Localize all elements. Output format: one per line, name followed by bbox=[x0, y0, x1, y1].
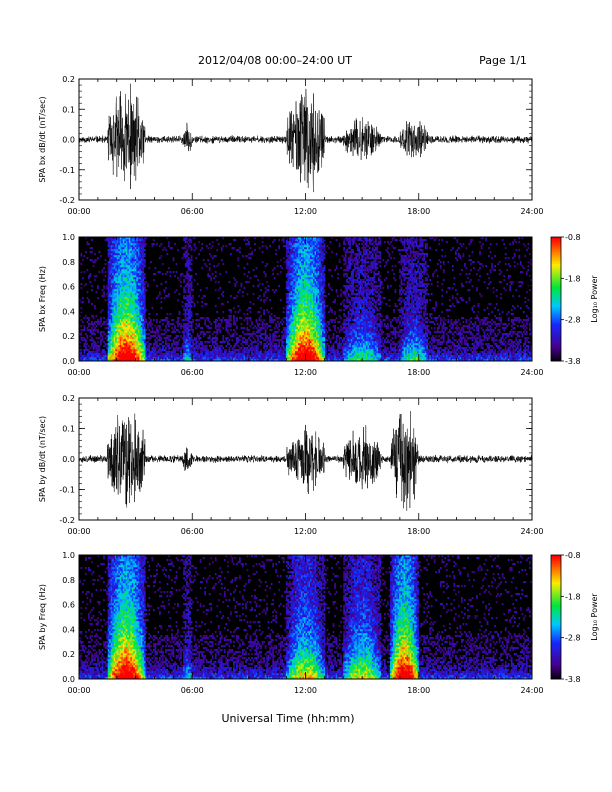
x-tick-label: 24:00 bbox=[520, 368, 543, 377]
y-tick-label: 0.8 bbox=[62, 576, 75, 585]
colorbar-tick-label: -1.8 bbox=[565, 274, 581, 283]
y-tick-label: 0.8 bbox=[62, 258, 75, 267]
y-axis-label: SPA by Freq (Hz) bbox=[38, 584, 47, 650]
by-spec-colorbar: -0.8 -1.8 -2.8 -3.8 Log₁₀ Power bbox=[551, 551, 599, 684]
colorbar-tick-label: -3.8 bbox=[565, 357, 581, 366]
colorbar-tick-label: -2.8 bbox=[565, 634, 581, 643]
bx-wave-trace bbox=[79, 84, 532, 192]
y-axis-label: SPA bx Freq (Hz) bbox=[38, 266, 47, 332]
y-tick-label: 0.1 bbox=[62, 105, 75, 114]
bx-spec-panel: 1.0 0.8 0.6 0.4 0.2 0.0 SPA bx Freq (Hz) 00:00 0… bbox=[38, 233, 599, 377]
y-tick-label: -0.1 bbox=[59, 486, 75, 495]
x-tick-label: 12:00 bbox=[294, 686, 317, 695]
y-tick-label: 0.0 bbox=[62, 675, 75, 684]
bx-spec-colorbar: -0.8 -1.8 -2.8 -3.8 Log₁₀ Power bbox=[551, 233, 599, 366]
colorbar-label: Log₁₀ Power bbox=[590, 275, 599, 323]
x-tick-label: 12:00 bbox=[294, 207, 317, 216]
y-axis-label: SPA bx dB/dt (nT/sec) bbox=[38, 96, 47, 182]
y-tick-label: -0.2 bbox=[59, 516, 75, 525]
y-tick-label: 0.4 bbox=[62, 307, 75, 316]
colorbar-tick-label: -1.8 bbox=[565, 592, 581, 601]
y-tick-label: -0.1 bbox=[59, 166, 75, 175]
x-tick-label: 06:00 bbox=[181, 686, 204, 695]
y-tick-label: 0.6 bbox=[62, 283, 75, 292]
x-tick-label: 00:00 bbox=[67, 527, 90, 536]
x-tick-label: 24:00 bbox=[520, 527, 543, 536]
x-tick-label: 18:00 bbox=[407, 686, 430, 695]
y-tick-label: 0.6 bbox=[62, 601, 75, 610]
x-tick-label: 06:00 bbox=[181, 207, 204, 216]
colorbar-tick-label: -2.8 bbox=[565, 316, 581, 325]
y-tick-label: 0.1 bbox=[62, 425, 75, 434]
colorbar-tick-label: -0.8 bbox=[565, 551, 581, 560]
y-tick-label: 1.0 bbox=[62, 233, 75, 242]
by-spec-panel: 1.0 0.8 0.6 0.4 0.2 0.0 SPA by Freq (Hz) 00:00 0… bbox=[38, 551, 599, 695]
y-tick-label: 0.0 bbox=[62, 357, 75, 366]
x-tick-label: 06:00 bbox=[181, 368, 204, 377]
colorbar-tick-label: -0.8 bbox=[565, 233, 581, 242]
x-tick-label: 00:00 bbox=[67, 207, 90, 216]
y-tick-label: 0.2 bbox=[62, 394, 75, 403]
x-tick-label: 18:00 bbox=[407, 207, 430, 216]
x-tick-label: 00:00 bbox=[67, 686, 90, 695]
x-tick-label: 12:00 bbox=[294, 527, 317, 536]
colorbar-tick-label: -3.8 bbox=[565, 675, 581, 684]
by-wave-trace bbox=[79, 411, 532, 511]
x-tick-label: 24:00 bbox=[520, 686, 543, 695]
bx-wave-panel: 0.2 0.1 0.0 -0.1 -0.2 SPA bx dB/dt (nT/sec) 00… bbox=[38, 75, 544, 216]
figure-title: 2012/04/08 00:00–24:00 UT bbox=[198, 54, 352, 67]
colorbar-label: Log₁₀ Power bbox=[590, 593, 599, 641]
x-tick-label: 24:00 bbox=[520, 207, 543, 216]
x-tick-label: 18:00 bbox=[407, 527, 430, 536]
y-tick-label: -0.2 bbox=[59, 196, 75, 205]
by-wave-panel: 0.2 0.1 0.0 -0.1 -0.2 SPA by dB/dt (nT/sec) 00… bbox=[38, 394, 544, 536]
x-tick-label: 18:00 bbox=[407, 368, 430, 377]
y-tick-label: 0.0 bbox=[62, 136, 75, 145]
x-axis-label: Universal Time (hh:mm) bbox=[222, 712, 355, 725]
y-axis-label: SPA by dB/dt (nT/sec) bbox=[38, 416, 47, 502]
x-tick-label: 12:00 bbox=[294, 368, 317, 377]
y-tick-label: 1.0 bbox=[62, 551, 75, 560]
y-tick-label: 0.4 bbox=[62, 625, 75, 634]
y-tick-label: 0.2 bbox=[62, 332, 75, 341]
y-tick-label: 0.0 bbox=[62, 455, 75, 464]
x-tick-label: 00:00 bbox=[67, 368, 90, 377]
y-tick-label: 0.2 bbox=[62, 650, 75, 659]
x-tick-label: 06:00 bbox=[181, 527, 204, 536]
y-tick-label: 0.2 bbox=[62, 75, 75, 84]
page-indicator: Page 1/1 bbox=[479, 54, 527, 67]
